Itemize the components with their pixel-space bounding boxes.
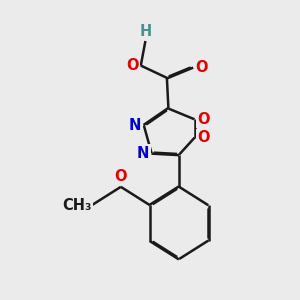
Text: CH₃: CH₃ <box>62 198 92 213</box>
Text: O: O <box>197 112 209 127</box>
Text: O: O <box>126 58 138 73</box>
Text: O: O <box>195 60 208 75</box>
Text: N: N <box>137 146 149 160</box>
Text: O: O <box>197 130 209 145</box>
Text: O: O <box>115 169 127 184</box>
Text: H: H <box>139 24 152 39</box>
Text: N: N <box>129 118 141 133</box>
